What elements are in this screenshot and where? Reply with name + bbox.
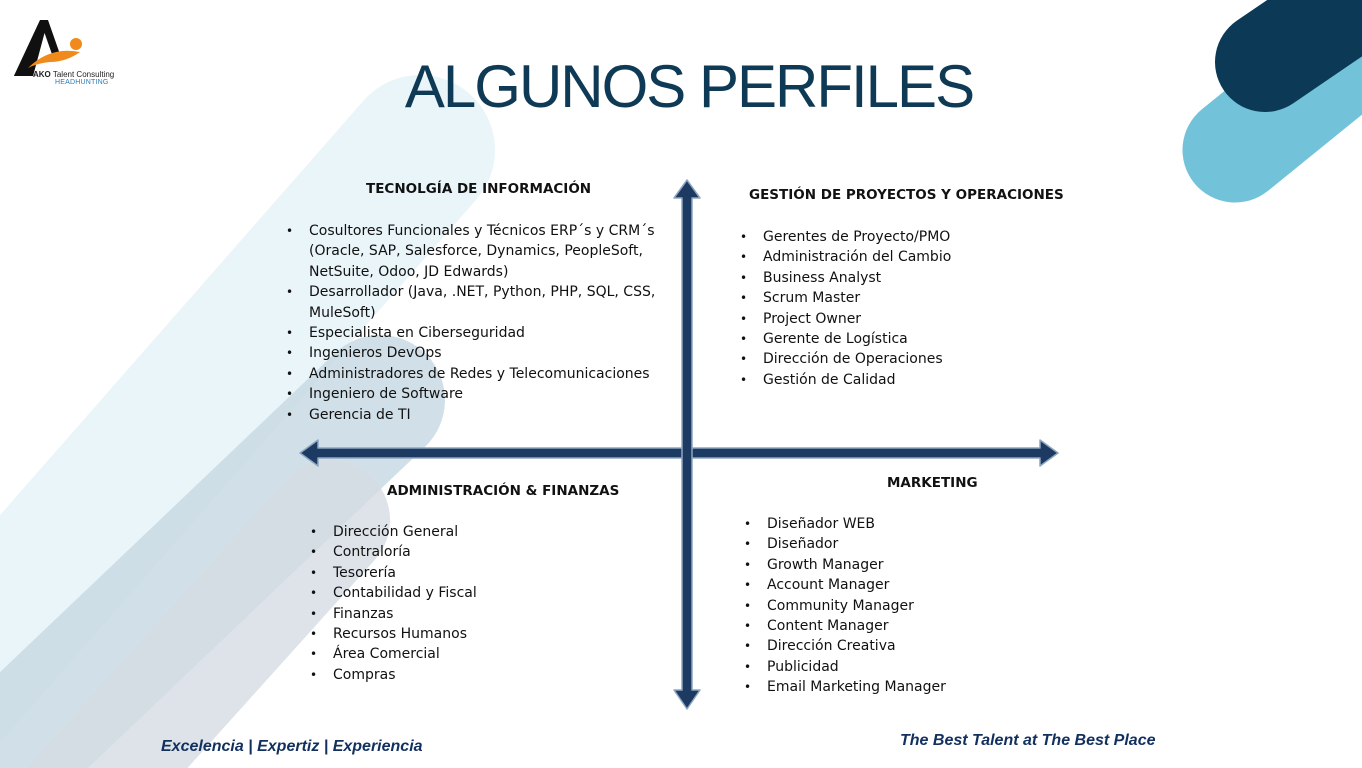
footer-tagline-left: Excelencia | Expertiz | Experiencia bbox=[161, 738, 423, 755]
list-item: Community Manager bbox=[743, 596, 1043, 617]
footer-tagline-right: The Best Talent at The Best Place bbox=[900, 732, 1156, 749]
list-item: Ingeniero de Software bbox=[285, 384, 665, 405]
list-item: Business Analyst bbox=[739, 268, 1059, 289]
list-item: Growth Manager bbox=[743, 555, 1043, 576]
list-item: Diseñador bbox=[743, 534, 1043, 555]
list-item: Dirección General bbox=[309, 522, 609, 543]
list-item: Administradores de Redes y Telecomunicac… bbox=[285, 364, 665, 385]
horizontal-axis-arrow bbox=[299, 439, 1059, 467]
list-item: Administración del Cambio bbox=[739, 247, 1059, 268]
list-item: Email Marketing Manager bbox=[743, 677, 1043, 698]
quadrant-projects-list: Gerentes de Proyecto/PMO Administración … bbox=[739, 227, 1059, 391]
list-item: Dirección Creativa bbox=[743, 636, 1043, 657]
list-item: Gerente de Logística bbox=[739, 329, 1059, 350]
logo-brand: AKO bbox=[33, 70, 51, 79]
list-item: Dirección de Operaciones bbox=[739, 349, 1059, 370]
list-item: Scrum Master bbox=[739, 288, 1059, 309]
quadrant-it-heading: TECNOLGÍA DE INFORMACIÓN bbox=[366, 181, 592, 197]
quadrant-projects-heading: GESTIÓN DE PROYECTOS Y OPERACIONES bbox=[749, 187, 1064, 203]
list-item: Account Manager bbox=[743, 575, 1043, 596]
list-item: Cosultores Funcionales y Técnicos ERP´s … bbox=[285, 221, 665, 242]
list-item: Diseñador WEB bbox=[743, 514, 1043, 535]
logo-mark-icon bbox=[13, 20, 82, 76]
list-item: Gestión de Calidad bbox=[739, 370, 1059, 391]
list-item: Ingenieros DevOps bbox=[285, 343, 665, 364]
list-item: Área Comercial bbox=[309, 644, 609, 665]
logo-name: AKO Talent Consulting bbox=[33, 70, 114, 79]
list-item-continuation: NetSuite, Odoo, JD Edwards) bbox=[309, 263, 509, 280]
quadrant-marketing-heading: MARKETING bbox=[887, 475, 978, 491]
list-item: Content Manager bbox=[743, 616, 1043, 637]
list-item: Especialista en Ciberseguridad bbox=[285, 323, 665, 344]
logo-subtitle: HEADHUNTING bbox=[55, 79, 109, 86]
quadrant-it-list: Cosultores Funcionales y Técnicos ERP´s … bbox=[285, 221, 665, 425]
list-item: Tesorería bbox=[309, 563, 609, 584]
list-item: Desarrollador (Java, .NET, Python, PHP, … bbox=[285, 282, 665, 303]
list-item-continuation: MuleSoft) bbox=[309, 304, 376, 321]
list-item: Gerentes de Proyecto/PMO bbox=[739, 227, 1059, 248]
list-item: Publicidad bbox=[743, 657, 1043, 678]
list-item: Recursos Humanos bbox=[309, 624, 609, 645]
list-item: Compras bbox=[309, 665, 609, 686]
list-item: Contraloría bbox=[309, 542, 609, 563]
quadrant-finance-heading: ADMINISTRACIÓN & FINANZAS bbox=[387, 483, 620, 499]
list-item: Finanzas bbox=[309, 604, 609, 625]
list-item: Gerencia de TI bbox=[285, 405, 665, 426]
logo-name-rest: Talent Consulting bbox=[50, 70, 115, 79]
vertical-axis-arrow bbox=[673, 179, 701, 710]
quadrant-marketing-list: Diseñador WEB Diseñador Growth Manager A… bbox=[743, 514, 1043, 698]
list-item: Contabilidad y Fiscal bbox=[309, 583, 609, 604]
page-title: ALGUNOS PERFILES bbox=[404, 53, 975, 120]
list-item-continuation: (Oracle, SAP, Salesforce, Dynamics, Peop… bbox=[309, 243, 643, 260]
company-logo: AKO Talent Consulting HEADHUNTING bbox=[10, 16, 120, 90]
quadrant-finance-list: Dirección General Contraloría Tesorería … bbox=[309, 522, 609, 686]
list-item: Project Owner bbox=[739, 309, 1059, 330]
